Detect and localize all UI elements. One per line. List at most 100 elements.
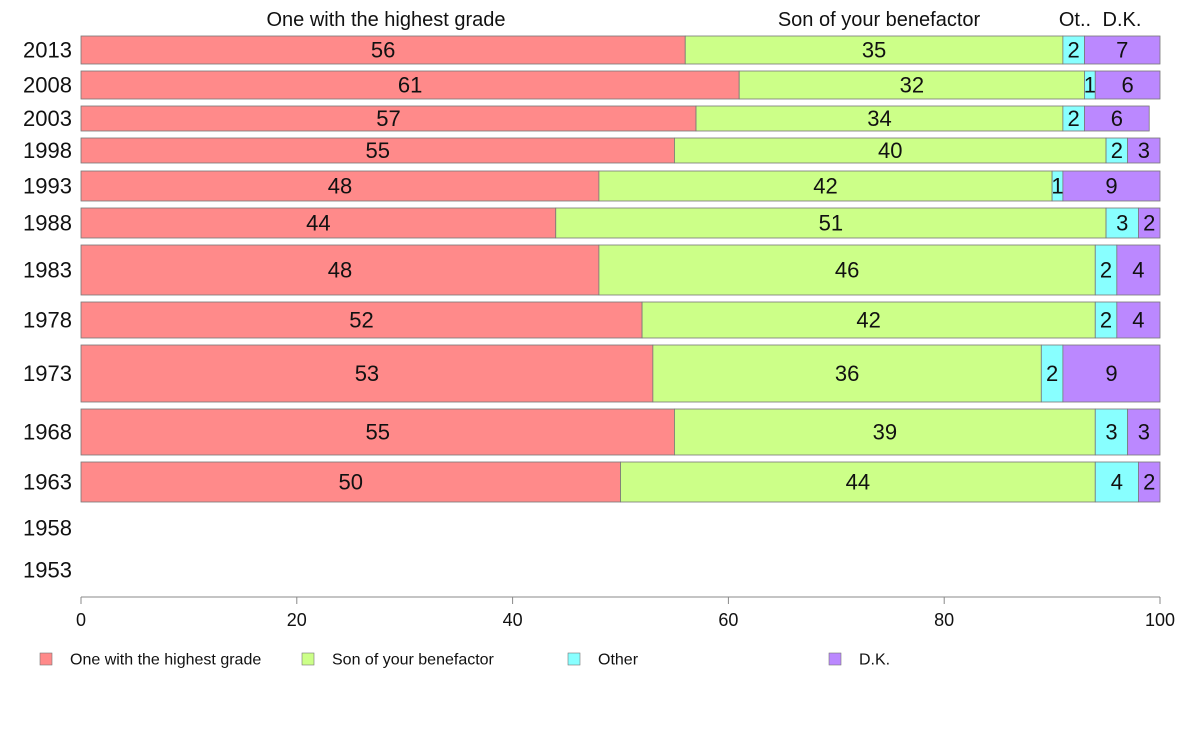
bar-value-label: 32 xyxy=(900,73,924,98)
year-label: 1963 xyxy=(23,470,72,495)
bar-segment xyxy=(80,70,740,100)
bar-value-label: 3 xyxy=(1138,420,1150,445)
top-header: Son of your benefactor xyxy=(778,9,981,31)
bar-segment xyxy=(1127,137,1161,164)
x-axis: 0 20 40 60 80 100 xyxy=(76,596,1175,630)
x-tick-label: 100 xyxy=(1145,610,1175,630)
legend-label: One with the highest grade xyxy=(70,652,261,669)
bar-value-label: 3 xyxy=(1105,420,1117,445)
legend-swatch xyxy=(567,652,581,666)
bar-value-label: 52 xyxy=(349,308,373,333)
bar-value-label: 44 xyxy=(306,211,330,236)
bar-value-label: 6 xyxy=(1122,73,1134,98)
bar-segment xyxy=(1094,408,1129,456)
bar-value-label: 2 xyxy=(1068,106,1080,131)
bar-segment xyxy=(695,105,1064,132)
bar-value-label: 9 xyxy=(1105,361,1117,386)
bar-value-label: 2 xyxy=(1046,361,1058,386)
bar-value-label: 40 xyxy=(878,138,902,163)
bar-segment xyxy=(598,170,1053,202)
year-label: 1993 xyxy=(23,174,72,199)
bar-value-label: 34 xyxy=(867,106,891,131)
bar-value-label: 39 xyxy=(873,420,897,445)
year-label: 1973 xyxy=(23,361,72,386)
bar-value-label: 55 xyxy=(365,420,389,445)
bar-segment xyxy=(80,408,675,456)
legend-label: Other xyxy=(598,652,639,669)
bar-value-label: 57 xyxy=(376,106,400,131)
bar-segment xyxy=(598,244,1096,296)
year-label: 2008 xyxy=(23,73,72,98)
year-label: 1983 xyxy=(23,258,72,283)
bar-segment xyxy=(1116,301,1161,339)
year-labels: 2013 2008 2003 1998 1993 1988 1983 1978 1973 1968… xyxy=(23,38,72,583)
bar-segment xyxy=(738,70,1085,100)
bar-value-label: 4 xyxy=(1111,470,1123,495)
year-label: 1953 xyxy=(23,558,72,583)
bar-value-label: 2 xyxy=(1143,470,1155,495)
year-label: 1968 xyxy=(23,420,72,445)
bar-segment xyxy=(80,461,621,503)
bar-segment xyxy=(80,301,643,339)
bar-value-label: 53 xyxy=(355,361,379,386)
year-label: 2003 xyxy=(23,106,72,131)
year-label: 1998 xyxy=(23,138,72,163)
bar-segment xyxy=(80,35,686,65)
legend-swatch xyxy=(39,652,53,666)
bar-segment xyxy=(1138,207,1161,239)
year-label: 1978 xyxy=(23,308,72,333)
bar-value-label: 4 xyxy=(1132,258,1144,283)
bar-segment xyxy=(80,344,654,403)
bar-value-label: 35 xyxy=(862,38,886,63)
bar-segment xyxy=(674,408,1096,456)
bar-value-label: 2 xyxy=(1111,138,1123,163)
bar-value-label: 2 xyxy=(1100,308,1112,333)
bar-value-label: 61 xyxy=(398,73,422,98)
bar-value-label: 2 xyxy=(1100,258,1112,283)
bar-value-label: 50 xyxy=(339,470,363,495)
year-label: 1958 xyxy=(23,516,72,541)
bar-segment xyxy=(80,170,600,202)
bar-segment xyxy=(1084,35,1161,65)
bar-segment xyxy=(1138,461,1161,503)
bar-segment xyxy=(555,207,1107,239)
bar-segment xyxy=(1094,70,1161,100)
legend-label: D.K. xyxy=(859,652,890,669)
bar-value-label: 2 xyxy=(1143,211,1155,236)
bar-segment xyxy=(684,35,1064,65)
legend-swatch xyxy=(301,652,315,666)
bar-value-label: 46 xyxy=(835,258,859,283)
bar-value-label: 48 xyxy=(328,174,352,199)
bar-value-label: 42 xyxy=(856,308,880,333)
bar-value-label: 2 xyxy=(1068,38,1080,63)
x-tick-label: 0 xyxy=(76,610,86,630)
bar-segment xyxy=(1062,344,1161,403)
legend: One with the highest grade Son of your be… xyxy=(39,652,890,669)
bar-segment xyxy=(80,207,557,239)
bar-segment xyxy=(674,137,1107,164)
bar-segment xyxy=(620,461,1096,503)
top-header: D.K. xyxy=(1103,9,1142,31)
bar-value-label: 1 xyxy=(1051,174,1063,199)
legend-label: Son of your benefactor xyxy=(332,652,495,669)
legend-swatch xyxy=(828,652,842,666)
top-header: One with the highest grade xyxy=(266,9,505,31)
bar-value-label: 3 xyxy=(1116,211,1128,236)
bar-value-label: 6 xyxy=(1111,106,1123,131)
bar-value-label: 7 xyxy=(1116,38,1128,63)
bar-segment xyxy=(80,105,697,132)
bar-value-label: 42 xyxy=(813,174,837,199)
x-tick-label: 60 xyxy=(718,610,738,630)
top-series-headers: One with the highest grade Son of your be… xyxy=(266,9,1141,31)
bars-area: 56 35 2 761 32 1 657 34 2 655 40 2 348 42 1 944 51 3 248 46… xyxy=(80,35,1161,503)
bar-value-label: 55 xyxy=(365,138,389,163)
year-label: 2013 xyxy=(23,38,72,63)
bar-segment xyxy=(1105,207,1139,239)
year-label: 1988 xyxy=(23,211,72,236)
bar-value-label: 36 xyxy=(835,361,859,386)
bar-segment xyxy=(641,301,1096,339)
bar-segment xyxy=(1127,408,1161,456)
bar-segment xyxy=(652,344,1042,403)
x-tick-label: 40 xyxy=(503,610,523,630)
x-tick-label: 20 xyxy=(287,610,307,630)
